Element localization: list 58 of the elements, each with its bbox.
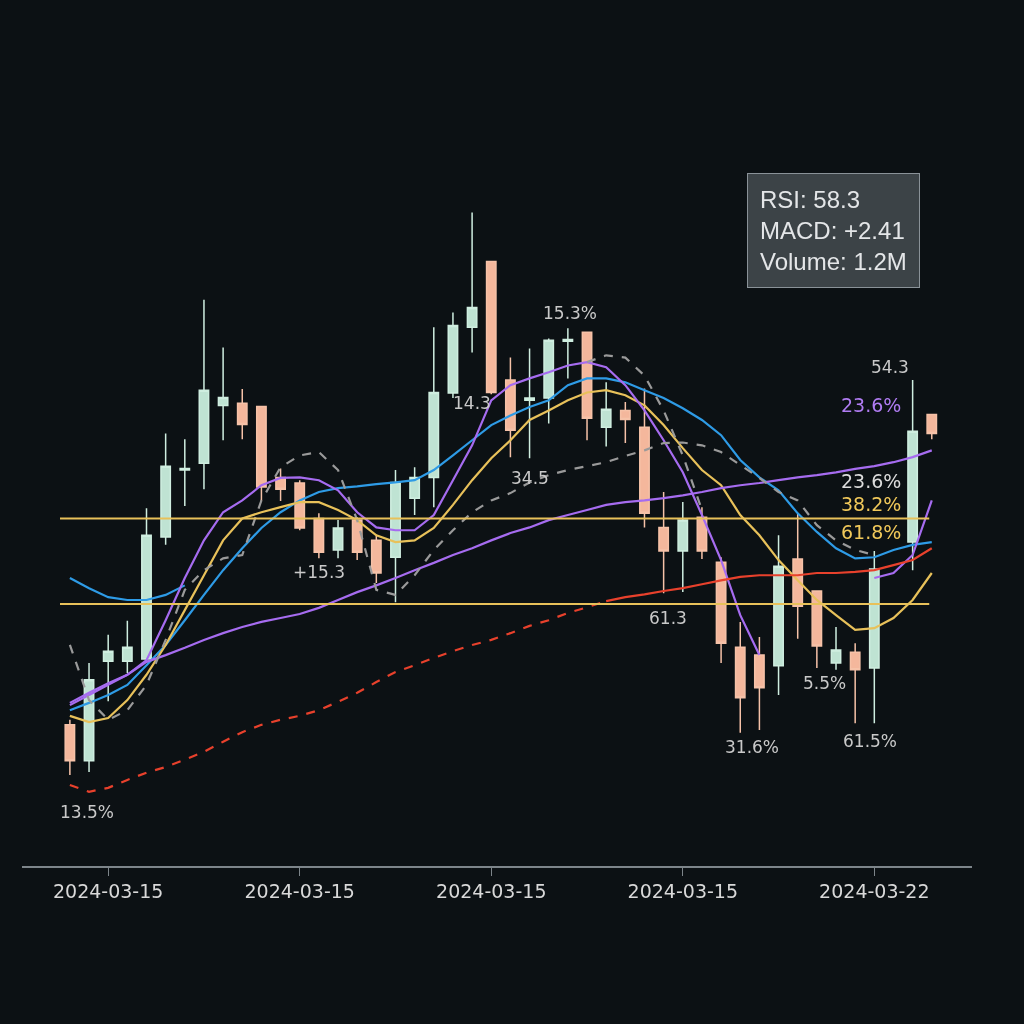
candlestick [907,379,919,571]
candlestick [332,519,344,560]
candlestick [504,356,516,458]
annotation: Volume: 1.2M [760,248,907,276]
candlestick [773,534,784,696]
candlestick [160,432,172,546]
annotation: 15.3% [543,303,598,323]
candlestick [102,634,114,702]
x-tick-label: 2024-03-15 [244,880,355,903]
candlestick [734,621,746,734]
candlestick [658,491,670,594]
annotation: 5.5% [803,673,847,693]
annotation: RSI: 58.3 [760,186,861,213]
candlestick [753,636,765,731]
candlestick [811,590,823,669]
candlestick [141,507,152,663]
candlestick [370,534,382,584]
candlestick [64,719,76,776]
annotation: 31.6% [725,737,780,757]
annotation: 38.2% [841,493,902,515]
candlestick [428,326,440,508]
candlestick [409,466,421,516]
x-tick-label: 2024-03-15 [436,880,547,903]
candlestick [179,438,191,507]
annotation: 54.3 [871,357,909,377]
candlestick [926,413,938,440]
annotation: 61.8% [841,521,902,543]
candlestick [198,298,210,490]
candlestick [217,346,229,442]
candlestick [466,211,478,354]
candlestick [255,405,267,502]
candlestick [313,512,325,560]
candlestick [351,516,363,561]
text: 13.5% [60,802,115,822]
candlestick [236,388,248,440]
annotation: 61.5% [843,731,898,751]
x-tick-label: 2024-03-22 [819,880,930,903]
candlestick [562,327,574,380]
annotation: 23.6% [841,394,902,416]
candlestick [868,550,880,724]
annotation: 23.6% [841,470,902,492]
x-tick-label: 2024-03-15 [52,880,164,903]
candlestick [677,501,689,593]
annotation: 61.3 [649,608,687,628]
candlestick [830,626,842,671]
annotation: MACD: +2.41 [760,217,905,245]
annotation: 14.3 [453,393,491,413]
candlestick [619,401,631,444]
candlestick [121,620,133,674]
candlestick [485,260,497,395]
x-tick-label: 2024-03-15 [627,880,738,903]
annotation: 34.5 [511,468,549,488]
candlestick [543,337,555,425]
annotation: +15.3 [293,562,346,582]
candlestick [524,347,535,459]
candlestick [600,381,612,448]
candlestick [849,642,861,724]
candlestick [715,556,727,664]
